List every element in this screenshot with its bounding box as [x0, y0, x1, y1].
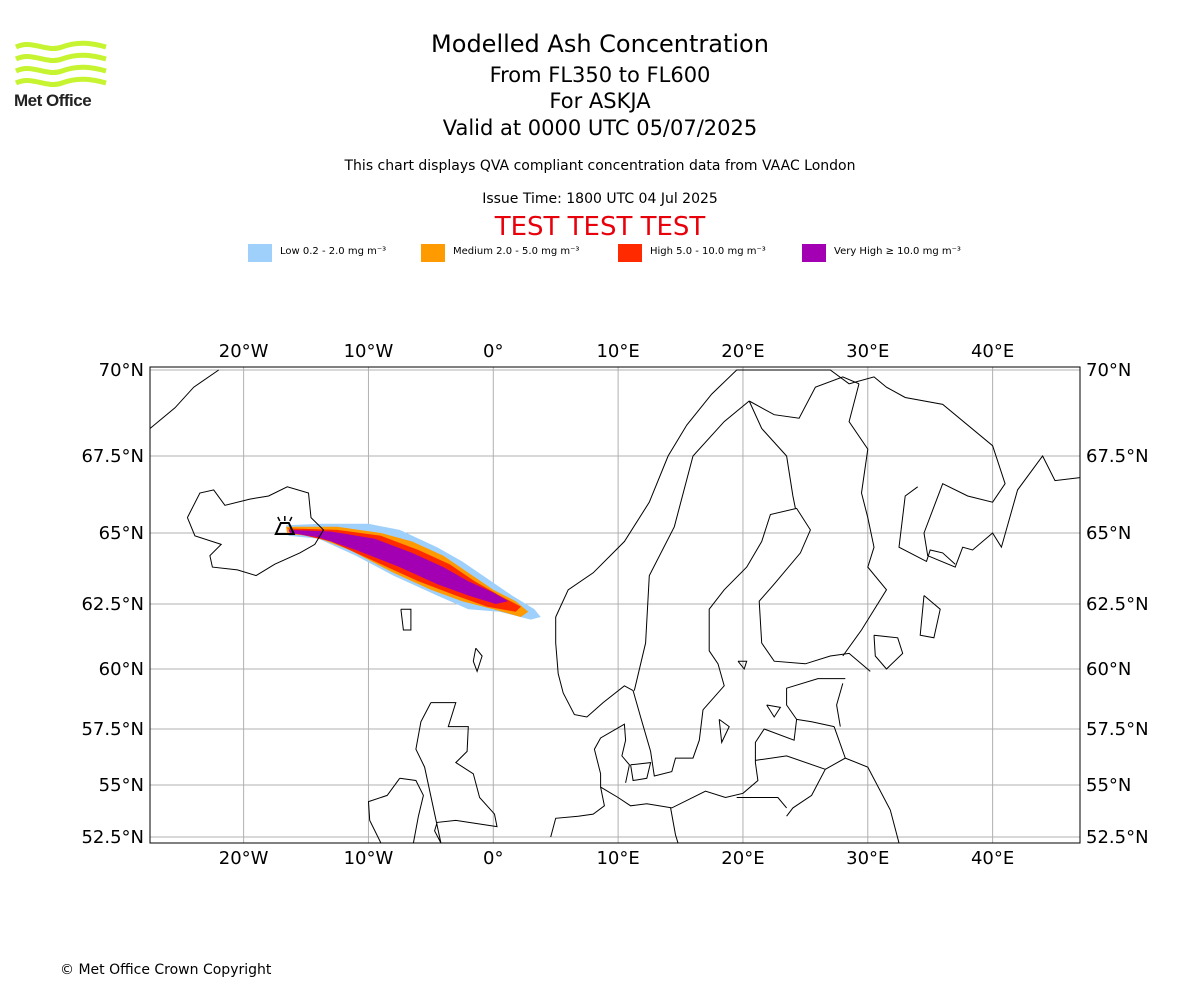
lon-tick-label-top: 0° [483, 341, 503, 362]
coastline-denmark-islands [630, 762, 652, 782]
lon-tick-label-bottom: 10°E [596, 848, 639, 869]
logo-text: Met Office [14, 91, 92, 110]
coastline-saaremaa [766, 704, 782, 718]
lat-tick-label-left: 70°N [99, 360, 144, 381]
issue-time: Issue Time: 1800 UTC 04 Jul 2025 [482, 191, 718, 207]
coastline-scotland-britain [415, 702, 498, 843]
legend-swatch-high [618, 244, 642, 262]
lat-tick-label-right: 60°N [1086, 659, 1131, 680]
axis-ticks: 20°W 20°W 10°W 10°W 0° 0° 10°E 10°E 20°E 20°E 30°E… [81, 341, 1148, 869]
coastline-shetland-orkney [472, 647, 483, 673]
lat-tick-label-left: 52.5°N [81, 827, 144, 848]
coastline-lake-onega [919, 595, 941, 639]
border-finland-norway [748, 376, 860, 419]
coastline-kola-white-sea [898, 486, 956, 565]
border-latvia-lithuania [755, 755, 826, 770]
lon-tick-label-bottom: 0° [483, 848, 503, 869]
lat-tick-label-right: 62.5°N [1086, 594, 1149, 615]
coastline-baltic-coast [593, 678, 846, 809]
coastline-iceland [186, 486, 325, 577]
lat-tick-label-right: 70°N [1086, 360, 1131, 381]
map-background [150, 367, 1080, 843]
test-banner: TEST TEST TEST [494, 212, 706, 242]
met-office-logo-waves [14, 40, 107, 87]
coastline-aland [737, 660, 748, 671]
coastline-scandinavia [555, 369, 1080, 618]
lat-tick-label-left: 55°N [99, 775, 144, 796]
border-lithuania-belarus [786, 769, 826, 817]
lat-tick-label-left: 60°N [99, 659, 144, 680]
border-estonia-latvia [796, 718, 835, 728]
lat-tick-label-left: 57.5°N [81, 719, 144, 740]
legend-swatch-low [248, 244, 272, 262]
legend-label-medium: Medium 2.0 - 5.0 mg m⁻³ [453, 246, 580, 257]
legend-swatch-very-high [802, 244, 826, 262]
lat-tick-label-left: 62.5°N [81, 594, 144, 615]
lat-tick-label-left: 65°N [99, 523, 144, 544]
flight-level-range: From FL350 to FL600 [489, 63, 711, 87]
lon-tick-label-top: 40°E [971, 341, 1014, 362]
border-germany-poland [670, 807, 679, 843]
legend-label-very-high: Very High ≥ 10.0 mg m⁻³ [834, 246, 961, 257]
lon-tick-label-top: 10°W [344, 341, 394, 362]
volcano-marker [274, 516, 296, 535]
coastline-greenland-edge [150, 369, 219, 429]
logo-wave-lines [14, 40, 107, 87]
coastline-ireland [367, 777, 424, 843]
chart-title: Modelled Ash Concentration [431, 30, 769, 58]
lon-tick-label-bottom: 30°E [846, 848, 889, 869]
lon-tick-label-top: 20°W [219, 341, 269, 362]
volcano-icon [274, 516, 296, 535]
lat-tick-label-right: 55°N [1086, 775, 1131, 796]
coastlines [150, 369, 1080, 843]
coastline-gotland [718, 718, 730, 745]
lon-tick-label-top: 10°E [596, 341, 639, 362]
lon-tick-label-bottom: 20°E [721, 848, 764, 869]
border-poland-kaliningrad [736, 797, 787, 809]
lon-tick-label-bottom: 10°W [344, 848, 394, 869]
valid-time-line: Valid at 0000 UTC 05/07/2025 [442, 116, 758, 140]
border-finland-russia [842, 383, 888, 657]
volcano-name-line: For ASKJA [549, 89, 651, 113]
map-frame [149, 366, 1081, 844]
legend-swatch-medium [421, 244, 445, 262]
border-belarus-russia [845, 757, 900, 843]
lon-tick-label-top: 20°E [721, 341, 764, 362]
coastline-faroe-islands [400, 608, 412, 631]
copyright-notice: © Met Office Crown Copyright [60, 962, 272, 978]
compliance-note: This chart displays QVA compliant concen… [344, 158, 856, 174]
coastline-lake-ladoga [873, 634, 904, 670]
lat-tick-label-right: 52.5°N [1086, 827, 1149, 848]
ash-contour-very-high [288, 529, 509, 604]
border-estonia-russia [836, 683, 844, 727]
lat-tick-label-right: 65°N [1086, 523, 1131, 544]
lon-tick-label-bottom: 40°E [971, 848, 1014, 869]
lon-tick-label-top: 30°E [846, 341, 889, 362]
coastline-north-sea-coast [550, 787, 605, 838]
lat-tick-label-right: 57.5°N [1086, 719, 1149, 740]
coastline-norway-west-south [555, 507, 871, 777]
legend-label-low: Low 0.2 - 2.0 mg m⁻³ [280, 246, 387, 257]
lat-tick-label-left: 67.5°N [81, 446, 144, 467]
ash-contours [286, 523, 541, 620]
lat-tick-label-right: 67.5°N [1086, 446, 1149, 467]
country-borders [633, 376, 900, 843]
border-sweden-finland [748, 400, 796, 509]
lon-tick-label-bottom: 20°W [219, 848, 269, 869]
border-norway-sweden [633, 400, 750, 691]
legend-label-high: High 5.0 - 10.0 mg m⁻³ [650, 246, 766, 257]
